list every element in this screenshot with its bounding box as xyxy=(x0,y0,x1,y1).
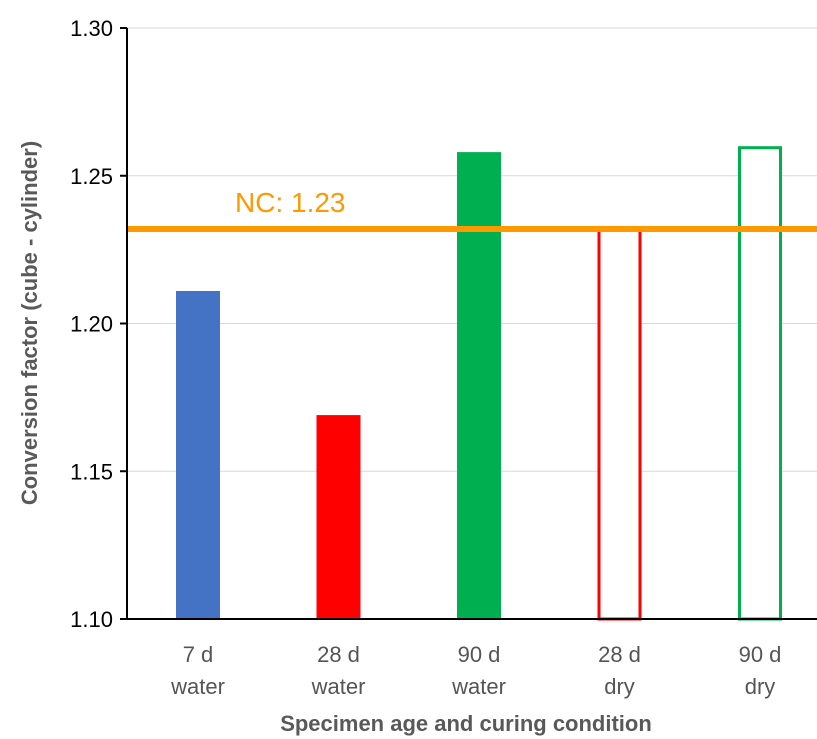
x-axis-title: Specimen age and curing condition xyxy=(280,711,652,736)
y-axis-title: Conversion factor (cube - cylinder) xyxy=(17,141,42,505)
reference-line-label: NC: 1.23 xyxy=(235,187,346,218)
y-tick-label: 1.15 xyxy=(70,459,113,484)
y-tick-label: 1.30 xyxy=(70,16,113,41)
bar xyxy=(316,415,361,619)
bar-outline xyxy=(597,225,642,621)
bar-outline xyxy=(738,146,782,621)
x-tick-label-line2: dry xyxy=(604,674,635,699)
bars xyxy=(176,146,782,621)
y-tick-label: 1.10 xyxy=(70,607,113,632)
x-tick-label-line2: water xyxy=(311,674,366,699)
reference-line-group: NC: 1.23 xyxy=(127,187,817,232)
y-tick-label: 1.25 xyxy=(70,164,113,189)
x-tick-labels: 7 d water 28 d water 90 d water 28 d dry 90 d dry xyxy=(170,642,781,699)
x-tick-label-line1: 90 d xyxy=(458,642,501,667)
x-tick-label-line2: water xyxy=(451,674,506,699)
x-tick-label-line1: 7 d xyxy=(183,642,214,667)
y-tick-labels: 1.10 1.15 1.20 1.25 1.30 xyxy=(70,16,113,632)
x-tick-label-line2: water xyxy=(170,674,225,699)
axes xyxy=(120,27,817,620)
x-tick-label-line1: 28 d xyxy=(598,642,641,667)
x-tick-label-line1: 28 d xyxy=(317,642,360,667)
x-tick-label-line2: dry xyxy=(745,674,776,699)
bar xyxy=(176,290,220,619)
bar xyxy=(457,152,501,620)
x-tick-label-line1: 90 d xyxy=(739,642,782,667)
y-tick-label: 1.20 xyxy=(70,312,113,337)
